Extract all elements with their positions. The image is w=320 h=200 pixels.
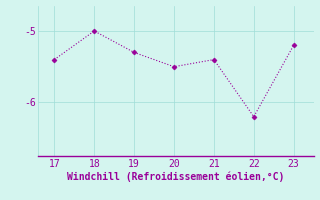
- X-axis label: Windchill (Refroidissement éolien,°C): Windchill (Refroidissement éolien,°C): [67, 172, 285, 182]
